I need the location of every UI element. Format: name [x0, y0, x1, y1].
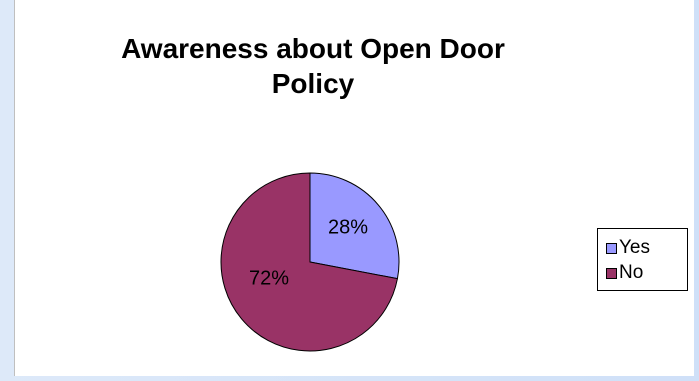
pie-label-yes: 28%	[328, 216, 368, 238]
pie-slice-yes	[309, 172, 400, 280]
pie-labels: 28% 72%	[249, 216, 368, 289]
legend-item-yes: Yes	[606, 237, 650, 259]
legend: Yes No	[597, 228, 688, 291]
chart-frame: Awareness about Open Door Policy 28% 72% …	[14, 0, 694, 376]
legend-swatch-yes	[606, 242, 617, 254]
chart-title-line-1: Awareness about Open Door	[121, 33, 505, 64]
legend-label-yes: Yes	[619, 237, 650, 258]
chart-title: Awareness about Open Door Policy	[15, 31, 611, 101]
pie-chart: 28% 72%	[220, 172, 400, 352]
pie-slice-no	[220, 172, 399, 352]
legend-label-no: No	[619, 262, 644, 283]
chart-title-line-2: Policy	[271, 68, 355, 99]
legend-swatch-no	[606, 267, 617, 279]
pie-label-no: 72%	[249, 267, 289, 289]
pie-slices	[220, 172, 400, 352]
legend-item-no: No	[606, 262, 643, 284]
